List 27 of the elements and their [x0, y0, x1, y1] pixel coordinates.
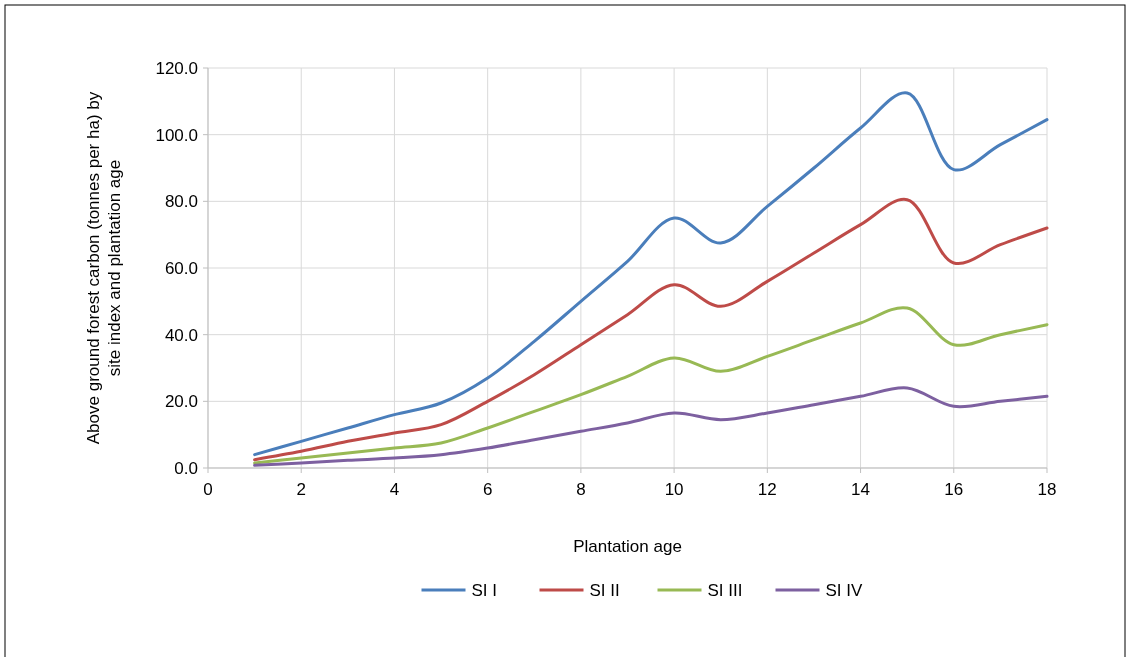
legend-label: SI IV [825, 581, 864, 600]
x-tick-label: 10 [664, 480, 684, 499]
x-axis-title: Plantation age [573, 537, 682, 556]
line-series [253, 198, 1049, 462]
legend-label: SI I [471, 581, 498, 600]
x-tick-label: 0 [203, 480, 213, 499]
y-tick-label: 40.0 [164, 325, 198, 345]
y-tick-label: 120.0 [155, 59, 198, 78]
y-tick-label: 100.0 [155, 125, 198, 145]
x-tick-label: 12 [757, 480, 777, 499]
x-tick-label: 16 [944, 480, 964, 499]
y-tick-label: 20.0 [164, 392, 198, 412]
x-tick-label: 18 [1037, 480, 1057, 499]
line-series [253, 91, 1049, 457]
x-tick-label: 4 [389, 480, 400, 499]
y-tick-label: 80.0 [164, 192, 198, 212]
x-tick-label: 8 [576, 480, 586, 499]
line-series [253, 306, 1049, 465]
line-series [253, 386, 1049, 467]
y-axis-title: Above ground forest carbon (tonnes per ha) by site index and plantation age [84, 91, 124, 445]
y-tick-label: 60.0 [164, 259, 198, 278]
legend-label: SI III [707, 581, 743, 600]
x-tick-label: 14 [851, 480, 871, 499]
y-tick-label: 0.0 [174, 459, 198, 478]
x-tick-label: 2 [296, 480, 306, 499]
x-tick-label: 6 [482, 480, 493, 499]
legend-label: SI II [589, 581, 620, 600]
